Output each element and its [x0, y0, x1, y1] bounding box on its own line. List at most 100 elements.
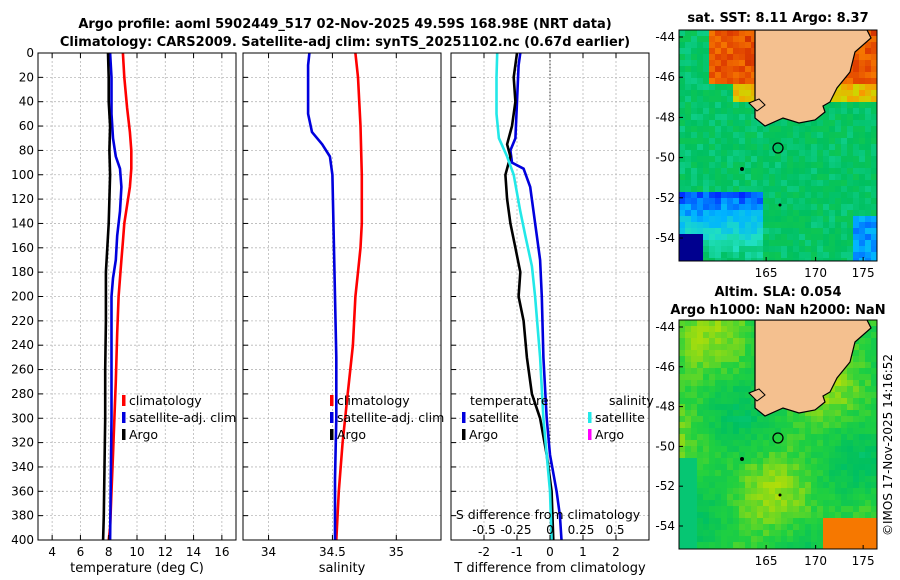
difference-panel: -2 -1 0 1 2T difference from climatologytemp…: [450, 52, 654, 576]
map-cell: [865, 380, 872, 387]
y-tick-label: 380: [11, 509, 34, 523]
map-cell: [859, 126, 866, 133]
map-cell: [697, 344, 704, 351]
map-cell: [721, 174, 728, 181]
map-cell: [757, 506, 764, 513]
map-cell: [733, 204, 740, 211]
map-cell: [847, 416, 854, 423]
map-cell: [865, 416, 872, 423]
map-cell: [871, 138, 877, 145]
map-cell: [847, 398, 854, 405]
map-cell: [859, 252, 866, 259]
map-cell: [697, 120, 704, 127]
map-cell: [763, 434, 770, 441]
map-cell: [823, 518, 830, 525]
map-cell: [799, 204, 806, 211]
map-cell: [865, 518, 872, 525]
map-cell: [793, 138, 800, 145]
map-cell: [763, 252, 770, 259]
map-cell: [865, 96, 872, 103]
map-cell: [679, 84, 686, 91]
map-cell: [727, 108, 734, 115]
map-cell: [871, 536, 877, 543]
map-cell: [697, 54, 704, 61]
map-cell: [763, 524, 770, 531]
map-cell: [703, 530, 710, 537]
map-cell: [703, 102, 710, 109]
map-cell: [745, 320, 752, 327]
map-cell: [841, 422, 848, 429]
map-cell: [859, 234, 866, 241]
map-cell: [817, 410, 824, 417]
top-axis-label: S difference from climatology: [456, 507, 641, 522]
map-cell: [733, 216, 740, 223]
map-cell: [691, 132, 698, 139]
map-cell: [697, 530, 704, 537]
map-cell: [841, 114, 848, 121]
map-cell: [841, 102, 848, 109]
map-cell: [733, 150, 740, 157]
map-cell: [841, 386, 848, 393]
map-cell: [769, 180, 776, 187]
map-cell: [835, 246, 842, 253]
map-cell: [775, 542, 782, 549]
map-cell: [739, 494, 746, 501]
map-cell: [805, 174, 812, 181]
map-cell: [811, 192, 818, 199]
map-cell: [685, 36, 692, 43]
map-cell: [871, 542, 877, 549]
map-x-tick-label: 175: [852, 554, 875, 568]
map-cell: [787, 476, 794, 483]
map-cell: [679, 162, 686, 169]
map-cell: [751, 326, 758, 333]
map-cell: [835, 440, 842, 447]
legend-satellite-adj-clim-label: satellite-adj. clim: [129, 410, 236, 425]
map-cell: [679, 332, 686, 339]
map-cell: [721, 362, 728, 369]
map-cell: [775, 428, 782, 435]
map-cell: [757, 240, 764, 247]
x-tick-label: 8: [105, 545, 113, 559]
map-cell: [793, 150, 800, 157]
map-cell: [823, 114, 830, 121]
map-cell: [769, 530, 776, 537]
map-cell: [697, 500, 704, 507]
map-cell: [721, 240, 728, 247]
map-cell: [751, 144, 758, 151]
map-cell: [685, 506, 692, 513]
map-cell: [733, 398, 740, 405]
map-cell: [865, 440, 872, 447]
map-cell: [691, 404, 698, 411]
map-cell: [709, 252, 716, 259]
map-cell: [679, 350, 686, 357]
map-cell: [835, 228, 842, 235]
map-cell: [757, 150, 764, 157]
map-cell: [859, 204, 866, 211]
map-cell: [685, 234, 692, 241]
map-cell: [865, 482, 872, 489]
map-cell: [679, 144, 686, 151]
series-t-satellite: [509, 52, 563, 541]
map-cell: [751, 60, 758, 67]
map-cell: [775, 470, 782, 477]
map-cell: [679, 30, 686, 37]
map-cell: [835, 422, 842, 429]
map-cell: [787, 512, 794, 519]
map-cell: [697, 180, 704, 187]
map-cell: [799, 228, 806, 235]
map-cell: [691, 524, 698, 531]
map-cell: [805, 204, 812, 211]
map-cell: [817, 458, 824, 465]
map-cell: [859, 114, 866, 121]
map-cell: [811, 228, 818, 235]
map-cell: [865, 180, 872, 187]
map-cell: [703, 320, 710, 327]
map-cell: [715, 150, 722, 157]
map-cell: [733, 222, 740, 229]
series-t-argo: [504, 52, 555, 541]
map-cell: [703, 542, 710, 549]
map-cell: [859, 422, 866, 429]
map-cell: [865, 240, 872, 247]
map-cell: [859, 222, 866, 229]
